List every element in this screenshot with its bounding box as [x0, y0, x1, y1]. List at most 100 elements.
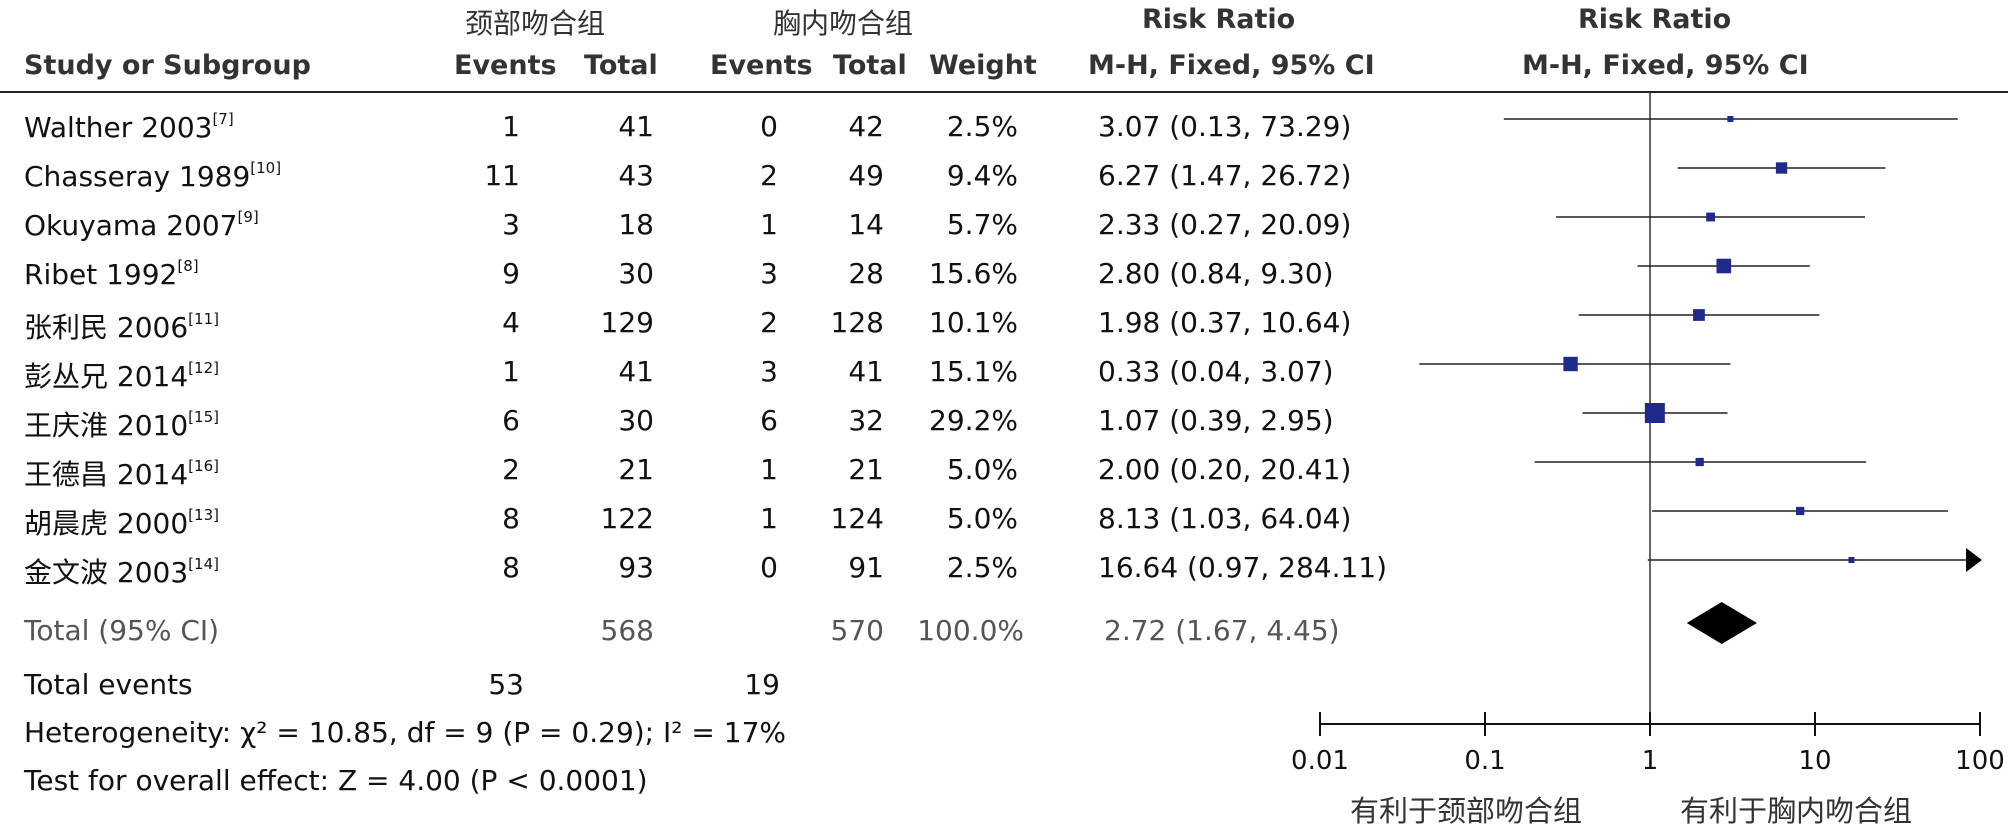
total-group1: 30: [618, 257, 654, 290]
events-group2: 0: [760, 551, 778, 584]
study-reference: [12]: [188, 359, 219, 377]
total-group2: 14: [848, 208, 884, 241]
study-label: 胡晨虎 2000[13]: [24, 502, 219, 542]
events-group2: 1: [760, 208, 778, 241]
study-column-header: Study or Subgroup: [24, 50, 311, 81]
study-name: Walther 2003: [24, 111, 213, 144]
point-estimate: [1775, 162, 1788, 174]
study-label: Okuyama 2007[9]: [24, 208, 259, 242]
study-name: 张利民 2006: [24, 311, 189, 344]
total-group1: 129: [600, 306, 654, 339]
events-group2: 0: [760, 110, 778, 143]
study-reference: [13]: [188, 506, 219, 524]
events-column-header-2: Events: [710, 50, 813, 81]
events-group2: 3: [760, 257, 778, 290]
events-group1: 1: [502, 110, 520, 143]
study-ci: 2.33 (0.27, 20.09): [1098, 208, 1352, 241]
events-group1: 1: [502, 355, 520, 388]
study-ci: 6.27 (1.47, 26.72): [1098, 159, 1352, 192]
events-group2: 2: [760, 306, 778, 339]
study-ci: 2.00 (0.20, 20.41): [1098, 453, 1352, 486]
total-n-group2: 570: [830, 614, 884, 647]
study-ci: 0.33 (0.04, 3.07): [1098, 355, 1334, 388]
total-group2: 21: [848, 453, 884, 486]
study-weight: 10.1%: [929, 306, 1018, 339]
axis-tick-label: 0.1: [1464, 746, 1506, 776]
study-name: Ribet 1992: [24, 258, 178, 291]
axis-tick-label: 100: [1955, 746, 2005, 776]
study-label: Ribet 1992[8]: [24, 257, 199, 291]
total-weight: 100.0%: [917, 614, 1024, 647]
point-estimate: [1848, 557, 1855, 563]
study-ci: 1.98 (0.37, 10.64): [1098, 306, 1352, 339]
study-weight: 15.1%: [929, 355, 1018, 388]
events-group2: 2: [760, 159, 778, 192]
total-group1: 122: [600, 502, 654, 535]
study-weight: 15.6%: [929, 257, 1018, 290]
group1-header: 颈部吻合组: [465, 7, 606, 40]
total-group1: 41: [618, 355, 654, 388]
total-group1: 18: [618, 208, 654, 241]
total-group1: 43: [618, 159, 654, 192]
total-label: Total (95% CI): [24, 614, 220, 647]
study-weight: 5.7%: [946, 208, 1018, 241]
study-label: Chasseray 1989[10]: [24, 159, 281, 193]
events-group1: 4: [502, 306, 520, 339]
study-name: 彭丛兄 2014: [24, 360, 189, 393]
events-group1: 6: [502, 404, 520, 437]
events-group1: 8: [502, 551, 520, 584]
events-column-header-1: Events: [454, 50, 557, 81]
study-name: Okuyama 2007: [24, 209, 238, 242]
study-label: Walther 2003[7]: [24, 110, 234, 144]
total-group2: 32: [848, 404, 884, 437]
study-weight: 29.2%: [929, 404, 1018, 437]
study-ci: 2.80 (0.84, 9.30): [1098, 257, 1334, 290]
study-weight: 5.0%: [946, 502, 1018, 535]
study-reference: [8]: [177, 257, 199, 275]
study-reference: [11]: [188, 310, 219, 328]
study-ci: 3.07 (0.13, 73.29): [1098, 110, 1352, 143]
point-estimate: [1796, 506, 1805, 516]
total-group1: 41: [618, 110, 654, 143]
events-group1: 11: [484, 159, 520, 192]
events-group1: 9: [502, 257, 520, 290]
total-ci: 2.72 (1.67, 4.45): [1104, 614, 1340, 647]
events-group2: 3: [760, 355, 778, 388]
study-reference: [14]: [188, 555, 219, 573]
study-reference: [15]: [188, 408, 219, 426]
events-group2: 6: [760, 404, 778, 437]
favours-right-label: 有利于胸内吻合组: [1680, 794, 1913, 828]
events-group1: 8: [502, 502, 520, 535]
ci-arrow: [1966, 548, 1982, 572]
study-label: 王庆淮 2010[15]: [24, 404, 219, 444]
study-reference: [16]: [188, 457, 219, 475]
total-group2: 124: [830, 502, 884, 535]
axis-tick-label: 0.01: [1291, 746, 1349, 776]
study-name: Chasseray 1989: [24, 160, 251, 193]
study-name: 金文波 2003: [24, 556, 189, 589]
risk-ratio-table-header: Risk Ratio: [1142, 4, 1296, 35]
study-ci: 1.07 (0.39, 2.95): [1098, 404, 1334, 437]
events-group1: 3: [502, 208, 520, 241]
study-name: 王庆淮 2010: [24, 409, 189, 442]
study-label: 张利民 2006[11]: [24, 306, 219, 346]
favours-left-label: 有利于颈部吻合组: [1350, 794, 1583, 828]
study-ci: 16.64 (0.97, 284.11): [1098, 551, 1388, 584]
study-ci: 8.13 (1.03, 64.04): [1098, 502, 1352, 535]
study-weight: 9.4%: [946, 159, 1018, 192]
point-estimate: [1563, 356, 1578, 372]
overall-effect-text: Test for overall effect: Z = 4.00 (P < 0…: [24, 764, 648, 797]
point-estimate: [1727, 116, 1734, 122]
point-estimate: [1644, 403, 1665, 423]
total-events-group2: 19: [744, 668, 780, 701]
events-group2: 1: [760, 453, 778, 486]
point-estimate: [1695, 457, 1704, 467]
study-weight: 5.0%: [946, 453, 1018, 486]
point-estimate: [1693, 309, 1705, 321]
total-group2: 128: [830, 306, 884, 339]
total-group2: 42: [848, 110, 884, 143]
total-group1: 93: [618, 551, 654, 584]
point-estimate: [1706, 212, 1716, 222]
total-events-label: Total events: [24, 668, 193, 701]
